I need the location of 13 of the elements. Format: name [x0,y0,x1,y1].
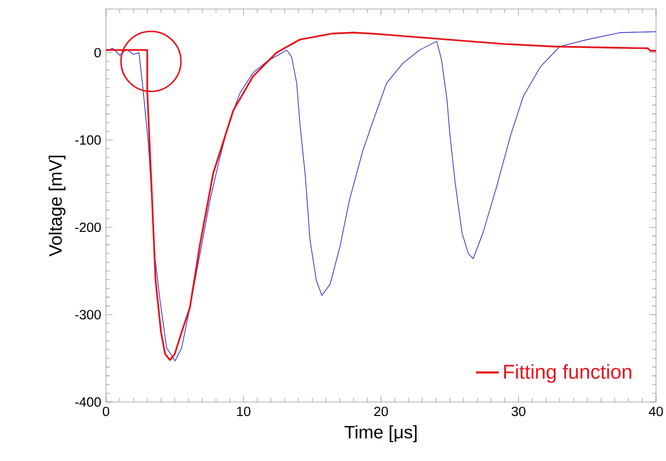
x-tick-label: 30 [512,406,526,416]
y-tick-label: -100 [75,135,101,145]
legend-label: Fitting function [504,364,632,383]
x-tick-label: 20 [374,406,388,416]
x-tick-label: 40 [648,406,663,416]
y-tick-label: -300 [75,310,101,320]
x-axis-title: Time [μs] [344,425,417,442]
y-tick-label: 0 [94,48,101,58]
y-axis-title: Voltage [mV] [48,156,66,256]
y-tick-label: -400 [75,397,101,407]
y-tick-label: -200 [75,222,101,232]
x-tick-label: 0 [102,406,110,416]
x-tick-label: 10 [237,406,250,416]
